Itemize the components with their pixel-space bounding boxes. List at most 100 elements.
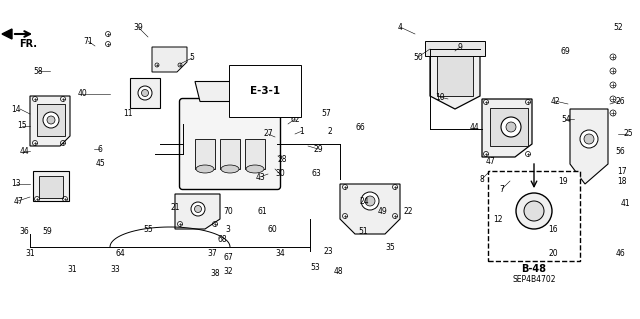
Circle shape bbox=[47, 116, 55, 124]
Text: 8: 8 bbox=[479, 174, 484, 183]
Text: 30: 30 bbox=[275, 169, 285, 179]
Circle shape bbox=[584, 134, 594, 144]
Polygon shape bbox=[340, 184, 400, 234]
Text: 33: 33 bbox=[110, 264, 120, 273]
Text: 24: 24 bbox=[359, 197, 369, 205]
Text: 4: 4 bbox=[397, 23, 403, 32]
Text: 15: 15 bbox=[17, 122, 27, 130]
Text: 6: 6 bbox=[97, 145, 102, 153]
Text: 59: 59 bbox=[42, 226, 52, 235]
Text: 48: 48 bbox=[333, 266, 343, 276]
Text: 37: 37 bbox=[207, 249, 217, 258]
Text: 20: 20 bbox=[548, 249, 558, 258]
Text: SEP4B4702: SEP4B4702 bbox=[512, 275, 556, 284]
Text: 64: 64 bbox=[115, 249, 125, 258]
Text: 13: 13 bbox=[11, 180, 21, 189]
Text: 5: 5 bbox=[189, 54, 195, 63]
Text: 47: 47 bbox=[13, 197, 23, 205]
Text: 43: 43 bbox=[255, 173, 265, 182]
Polygon shape bbox=[195, 81, 265, 101]
Text: 19: 19 bbox=[558, 176, 568, 186]
Bar bbox=[245, 139, 265, 169]
Polygon shape bbox=[30, 96, 70, 146]
Bar bbox=[425, 41, 485, 56]
Text: 54: 54 bbox=[561, 115, 571, 123]
Text: 10: 10 bbox=[435, 93, 445, 101]
Bar bbox=[37, 104, 65, 136]
Text: 35: 35 bbox=[385, 242, 395, 251]
Text: 27: 27 bbox=[263, 130, 273, 138]
Text: 34: 34 bbox=[275, 249, 285, 258]
Text: 36: 36 bbox=[19, 226, 29, 235]
Bar bbox=[488, 171, 580, 261]
Polygon shape bbox=[482, 99, 532, 157]
Ellipse shape bbox=[221, 165, 239, 173]
Text: 40: 40 bbox=[77, 90, 87, 99]
Circle shape bbox=[580, 130, 598, 148]
Bar bbox=[195, 139, 215, 169]
Text: 2: 2 bbox=[328, 127, 332, 136]
Text: 49: 49 bbox=[377, 206, 387, 216]
Text: 62: 62 bbox=[290, 115, 300, 123]
Polygon shape bbox=[570, 109, 608, 184]
Circle shape bbox=[191, 202, 205, 216]
Text: 53: 53 bbox=[310, 263, 320, 271]
Text: 63: 63 bbox=[311, 169, 321, 179]
Text: 21: 21 bbox=[170, 203, 180, 211]
Text: 32: 32 bbox=[223, 266, 233, 276]
Text: 69: 69 bbox=[560, 47, 570, 56]
Ellipse shape bbox=[196, 165, 214, 173]
Bar bbox=[490, 108, 528, 146]
Text: 45: 45 bbox=[95, 160, 105, 168]
Text: 65: 65 bbox=[273, 90, 283, 99]
Text: 16: 16 bbox=[548, 225, 558, 234]
Text: 68: 68 bbox=[217, 234, 227, 243]
Text: 51: 51 bbox=[358, 226, 368, 235]
Circle shape bbox=[365, 196, 375, 206]
Text: 12: 12 bbox=[493, 214, 503, 224]
Circle shape bbox=[361, 192, 379, 210]
Text: 25: 25 bbox=[623, 130, 633, 138]
Circle shape bbox=[516, 193, 552, 229]
Text: 55: 55 bbox=[143, 226, 153, 234]
Text: 39: 39 bbox=[133, 23, 143, 32]
Text: E-3-1: E-3-1 bbox=[245, 66, 275, 77]
Text: 11: 11 bbox=[124, 109, 132, 118]
Circle shape bbox=[501, 117, 521, 137]
Text: 50: 50 bbox=[413, 53, 423, 62]
Text: 57: 57 bbox=[321, 109, 331, 118]
Text: 58: 58 bbox=[33, 66, 43, 76]
Text: 31: 31 bbox=[67, 264, 77, 273]
Text: 56: 56 bbox=[615, 146, 625, 155]
Text: 14: 14 bbox=[11, 105, 21, 114]
Text: 67: 67 bbox=[223, 253, 233, 262]
Circle shape bbox=[524, 201, 544, 221]
Text: 42: 42 bbox=[550, 97, 560, 106]
Polygon shape bbox=[33, 171, 69, 201]
Text: 29: 29 bbox=[313, 145, 323, 153]
Text: 70: 70 bbox=[223, 206, 233, 216]
Text: 18: 18 bbox=[617, 176, 627, 186]
FancyBboxPatch shape bbox=[179, 99, 280, 189]
Polygon shape bbox=[130, 78, 160, 108]
Text: 46: 46 bbox=[615, 249, 625, 258]
Text: 1: 1 bbox=[300, 127, 305, 136]
Text: 47: 47 bbox=[485, 157, 495, 166]
Text: 71: 71 bbox=[83, 36, 93, 46]
Text: 28: 28 bbox=[277, 154, 287, 164]
Polygon shape bbox=[175, 194, 220, 229]
Bar bbox=[220, 139, 240, 169]
Polygon shape bbox=[152, 47, 187, 72]
Bar bbox=[437, 54, 473, 96]
Text: 38: 38 bbox=[210, 270, 220, 278]
Text: 61: 61 bbox=[257, 206, 267, 216]
Circle shape bbox=[506, 122, 516, 132]
Polygon shape bbox=[430, 46, 480, 109]
Text: 23: 23 bbox=[323, 247, 333, 256]
Text: 66: 66 bbox=[355, 122, 365, 131]
Text: 17: 17 bbox=[617, 167, 627, 175]
Text: 3: 3 bbox=[225, 225, 230, 234]
Text: E-3-1: E-3-1 bbox=[250, 86, 280, 96]
Text: 26: 26 bbox=[615, 97, 625, 106]
Text: 60: 60 bbox=[267, 225, 277, 234]
